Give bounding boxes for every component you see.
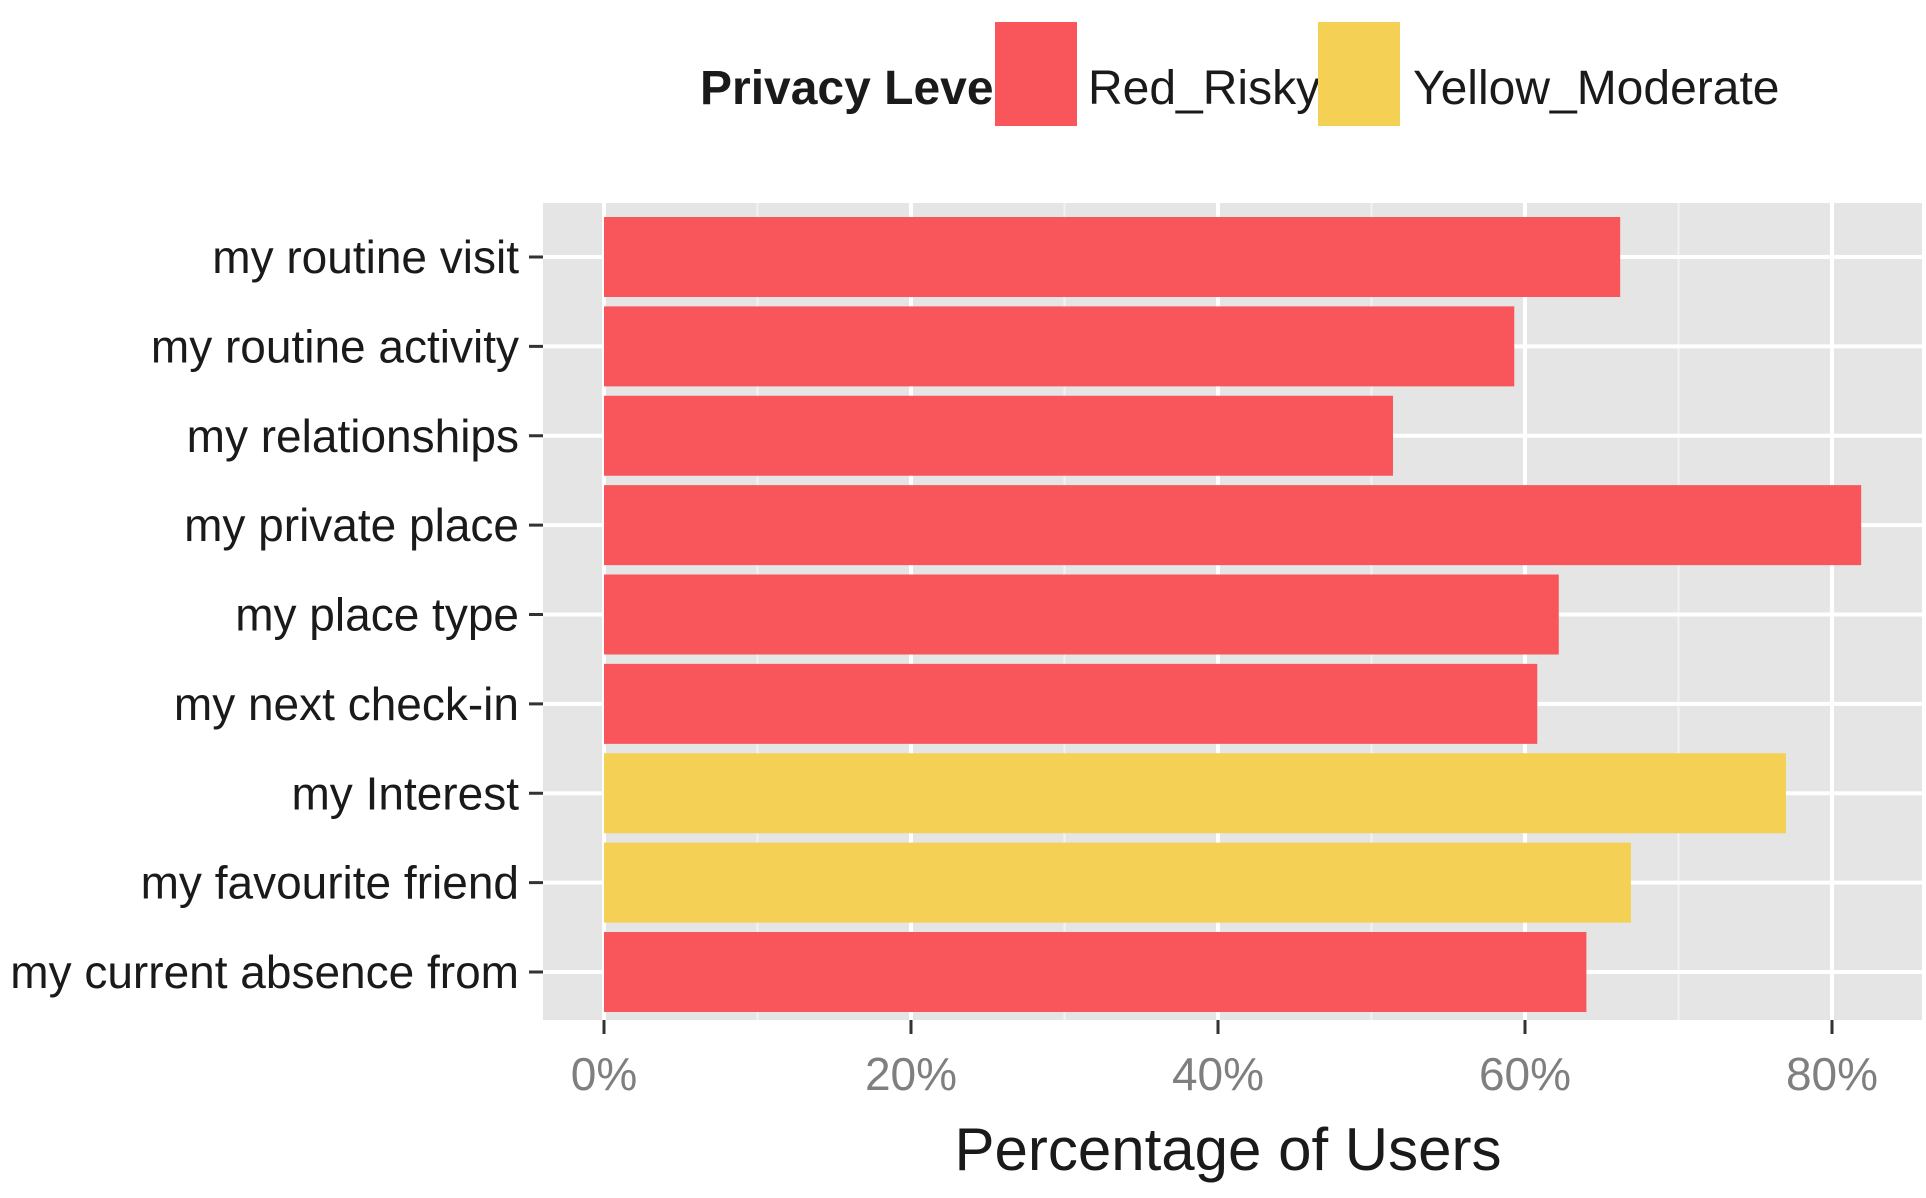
bar-my-relationships <box>604 395 1393 476</box>
category-axis: my routine visit my routine activity my re… <box>10 231 543 998</box>
bar-my-private-place <box>604 485 1862 566</box>
legend-swatch-red-risky <box>995 22 1077 126</box>
category-label: my private place <box>184 499 519 551</box>
bars <box>604 217 1862 1012</box>
legend-label-red-risky: Red_Risky <box>1088 62 1320 115</box>
x-tick-label: 40% <box>1172 1048 1264 1100</box>
x-tick-label: 60% <box>1479 1048 1571 1100</box>
category-label: my current absence from <box>10 946 519 998</box>
x-tick-label: 80% <box>1786 1048 1878 1100</box>
bar-my-current-absence-from <box>604 932 1587 1012</box>
value-axis: 0% 20% 40% 60% 80% <box>571 1020 1878 1100</box>
bar-my-next-check-in <box>604 663 1538 744</box>
category-label: my place type <box>235 589 519 641</box>
bar-my-routine-visit <box>604 217 1621 297</box>
legend-swatch-yellow-moderate <box>1318 22 1400 126</box>
bar-my-interest <box>604 753 1786 834</box>
bar-my-place-type <box>604 574 1559 655</box>
x-tick-label: 20% <box>865 1048 957 1100</box>
category-label: my routine visit <box>212 231 519 283</box>
legend: Privacy Level Red_Risky Yellow_Moderate <box>700 22 1779 126</box>
category-label: my routine activity <box>151 320 519 372</box>
x-tick-label: 0% <box>571 1048 637 1100</box>
category-label: my next check-in <box>174 678 519 730</box>
x-axis-title: Percentage of Users <box>955 1116 1502 1183</box>
category-label: my Interest <box>291 767 519 819</box>
category-label: my relationships <box>187 410 519 462</box>
legend-title: Privacy Level <box>700 62 1007 115</box>
bar-my-routine-activity <box>604 306 1515 387</box>
legend-label-yellow-moderate: Yellow_Moderate <box>1413 62 1779 115</box>
bar-my-favourite-friend <box>604 842 1631 923</box>
category-label: my favourite friend <box>141 857 519 909</box>
